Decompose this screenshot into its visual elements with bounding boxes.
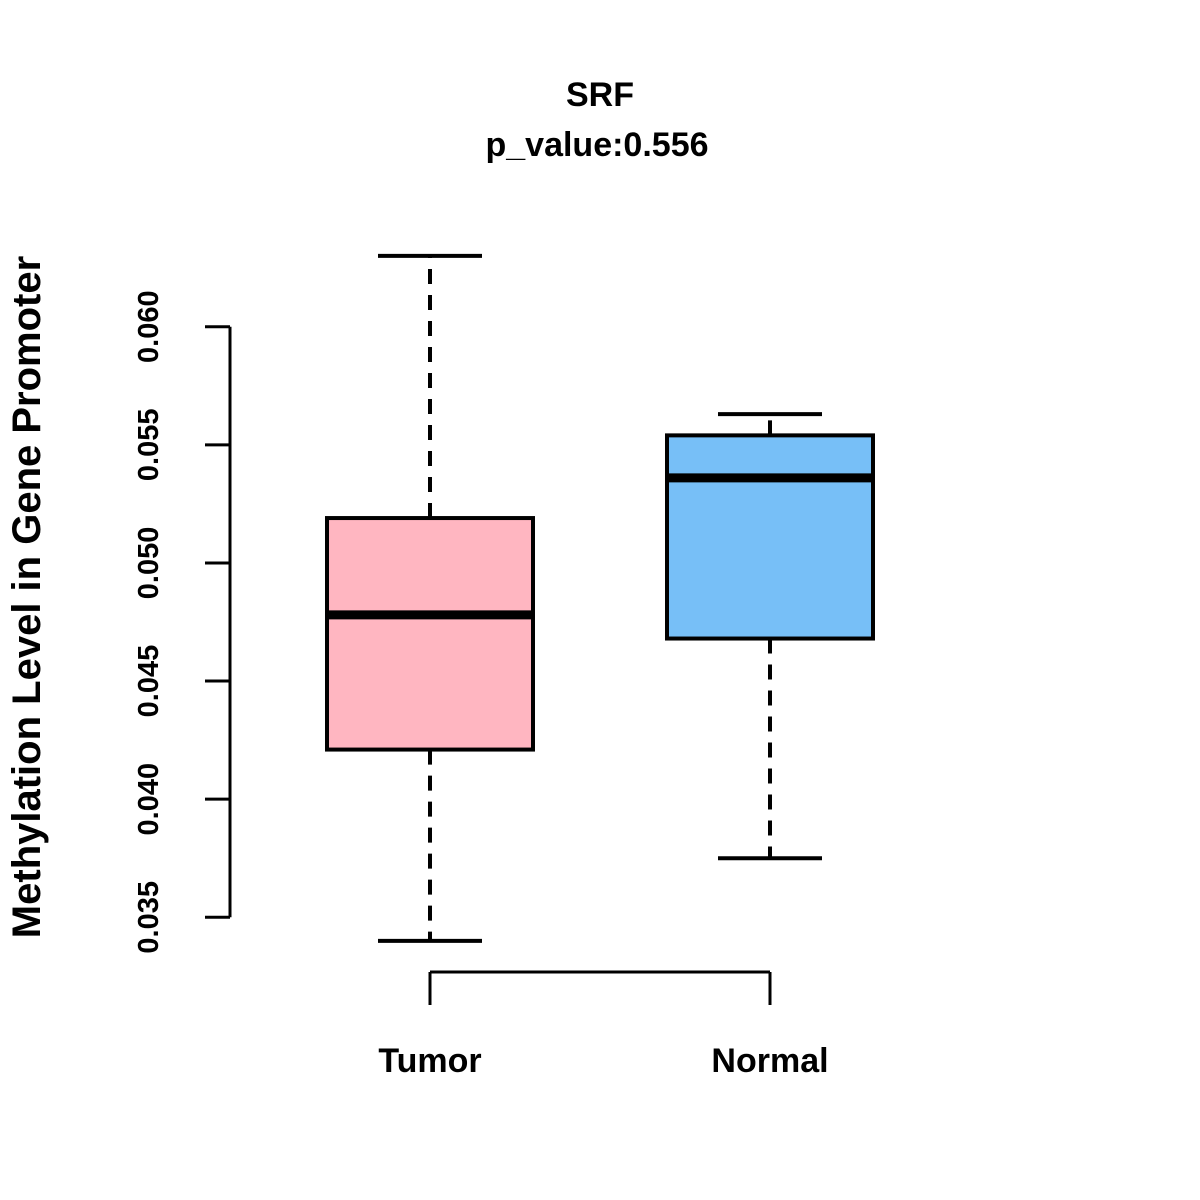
chart-subtitle: p_value:0.556 <box>485 126 708 164</box>
y-tick-label: 0.045 <box>133 645 165 718</box>
y-axis-label: Methylation Level in Gene Promoter <box>5 256 49 938</box>
chart-title: SRF <box>566 76 634 114</box>
y-tick-label: 0.055 <box>133 409 165 482</box>
y-tick-label: 0.060 <box>133 290 165 363</box>
plot-area: 0.035 0.040 0.045 0.050 0.055 0.060 Tumor Norma… <box>133 253 875 1080</box>
y-tick-label: 0.040 <box>133 763 165 836</box>
category-label-normal: Normal <box>711 1042 828 1080</box>
y-tick-label: 0.050 <box>133 527 165 600</box>
iqr-box <box>325 516 535 752</box>
category-label-tumor: Tumor <box>378 1042 481 1080</box>
iqr-box <box>665 433 875 641</box>
box-normal <box>665 412 875 861</box>
y-tick-label: 0.035 <box>133 881 165 954</box>
box-tumor <box>325 253 535 943</box>
